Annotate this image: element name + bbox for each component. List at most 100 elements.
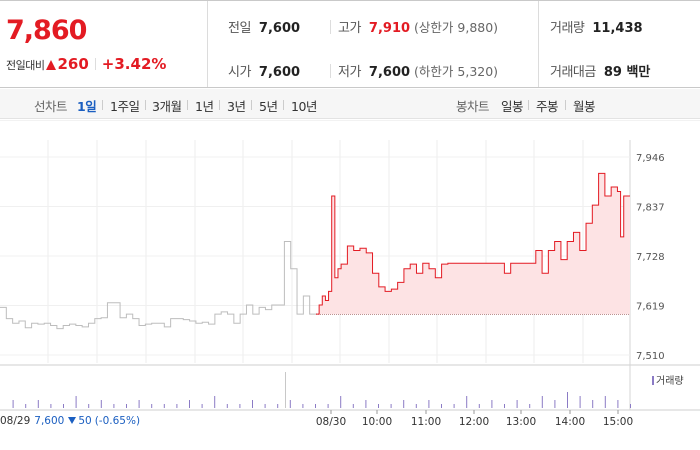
- volume-bar: [441, 404, 442, 408]
- candle-weekly[interactable]: 주봉: [536, 99, 559, 114]
- change-row: 전일대비 260 +3.42%: [6, 54, 166, 73]
- volume-bar: [138, 400, 140, 408]
- volume-bar: [415, 404, 417, 408]
- y-axis-labels: 7,946 7,837 7,728 7,619 7,510: [636, 153, 665, 362]
- prev-price: 7,600: [34, 415, 65, 427]
- volume-bar: [466, 396, 468, 408]
- volume-bar: [453, 404, 455, 408]
- volume-bar: [189, 400, 190, 408]
- volume-bar: [617, 400, 619, 408]
- today-line: [316, 172, 630, 315]
- divider: [565, 100, 566, 110]
- prev-percent: (-0.65%): [94, 415, 141, 427]
- stat-label: 거래량: [550, 21, 585, 36]
- grid: [0, 120, 700, 411]
- stat-label: 거래대금: [550, 65, 596, 80]
- divider: [94, 58, 96, 70]
- stat-low: 저가 7,600 (하한가 5,320): [338, 61, 498, 80]
- volume-bar: [37, 400, 39, 408]
- volume-bar: [504, 404, 505, 408]
- volume-bar: [285, 372, 286, 408]
- volume-bar: [214, 396, 216, 408]
- volume-bar: [403, 400, 405, 408]
- volume-bar: [554, 400, 556, 408]
- volume-bar: [88, 404, 90, 408]
- volume-bar: [12, 400, 14, 408]
- chart-canvas: 7,946 7,837 7,728 7,619 7,510 08/30 10:00 11:0…: [0, 120, 700, 428]
- volume-bar: [176, 404, 178, 408]
- stat-value: 11,438: [592, 21, 643, 36]
- prev-change: 50: [78, 415, 92, 427]
- change-label: 전일대비: [6, 59, 45, 72]
- upper-limit: (상한가 9,880): [414, 20, 499, 35]
- stat-volume: 거래량 11,438: [550, 17, 643, 36]
- period-3m[interactable]: 3개월: [152, 99, 182, 114]
- prev-day-line: [0, 240, 316, 330]
- volume-bar: [151, 404, 153, 408]
- volume-bar: [516, 400, 518, 408]
- x-tick-label: 12:00: [459, 416, 489, 428]
- y-tick-label: 7,946: [636, 153, 665, 164]
- stat-prev-close: 전일 7,600: [228, 17, 300, 36]
- divider: [102, 100, 103, 110]
- volume-bar: [63, 404, 64, 408]
- period-10y[interactable]: 10년: [291, 99, 317, 114]
- volume-bar: [277, 404, 279, 408]
- volume-bar: [163, 404, 165, 408]
- candle-daily[interactable]: 일봉: [501, 99, 524, 114]
- down-triangle-icon: [68, 417, 77, 424]
- volume-bar: [378, 404, 379, 408]
- period-5y[interactable]: 5년: [259, 99, 278, 114]
- candle-monthly[interactable]: 월봉: [573, 99, 596, 114]
- volume-bar: [289, 400, 291, 408]
- y-tick-label: 7,728: [636, 252, 665, 263]
- divider: [528, 100, 529, 110]
- volume-legend: 거래량: [652, 372, 684, 387]
- volume-bar: [302, 404, 304, 408]
- candle-chart-label: 봉차트: [456, 99, 490, 114]
- volume-bar: [365, 400, 367, 408]
- price-chart: 7,946 7,837 7,728 7,619 7,510 08/30 10:00 11:0…: [0, 120, 700, 450]
- volume-legend-label: 거래량: [656, 376, 684, 387]
- volume-bar: [201, 404, 203, 408]
- stat-high: 고가 7,910 (상한가 9,880): [338, 17, 498, 36]
- volume-bar: [113, 404, 115, 408]
- quote-header: 7,860 전일대비 260 +3.42% 전일 7,600 고가 7,910 (상한가 …: [0, 0, 700, 88]
- stat-value: 7,600: [258, 21, 301, 36]
- stat-value: 7,910: [368, 21, 411, 36]
- stat-label: 시가: [228, 65, 251, 80]
- volume-bar: [390, 404, 392, 408]
- y-tick-label: 7,619: [636, 302, 665, 313]
- change-percent: +3.42%: [101, 55, 167, 73]
- today-fill: [316, 173, 630, 315]
- stat-value: 7,600: [368, 65, 411, 80]
- y-tick-label: 7,837: [636, 203, 665, 214]
- price-box: 7,860 전일대비 260 +3.42%: [0, 1, 208, 87]
- chart-toolbar: 선차트 1일 1주일 3개월 1년 3년 5년 10년 봉차트 일봉 주봉 월봉: [0, 89, 700, 119]
- volume-bar: [579, 396, 581, 408]
- divider: [330, 20, 331, 34]
- divider: [538, 1, 539, 87]
- x-axis-labels: 08/30 10:00 11:00 12:00 13:00 14:00 15:00: [316, 410, 633, 428]
- period-1w[interactable]: 1주일: [110, 99, 140, 114]
- divider: [251, 100, 252, 110]
- period-1y[interactable]: 1년: [195, 99, 214, 114]
- volume-bar: [25, 404, 27, 408]
- volume-bar: [100, 400, 102, 408]
- change-value: 260: [57, 55, 89, 73]
- volume-bar: [327, 404, 329, 408]
- volume-bar: [630, 404, 631, 408]
- stat-label: 전일: [228, 21, 251, 36]
- line-chart-label: 선차트: [34, 99, 68, 114]
- volume-bar: [541, 396, 543, 408]
- period-1d[interactable]: 1일: [77, 99, 97, 114]
- volume-bar: [592, 400, 594, 408]
- x-tick-label: 10:00: [362, 416, 392, 428]
- x-tick-label: 08/30: [316, 416, 346, 428]
- x-tick-label: 14:00: [555, 416, 585, 428]
- period-3y[interactable]: 3년: [227, 99, 246, 114]
- x-tick-label: 15:00: [603, 416, 633, 428]
- volume-bar: [567, 392, 568, 408]
- volume-bar: [75, 396, 77, 408]
